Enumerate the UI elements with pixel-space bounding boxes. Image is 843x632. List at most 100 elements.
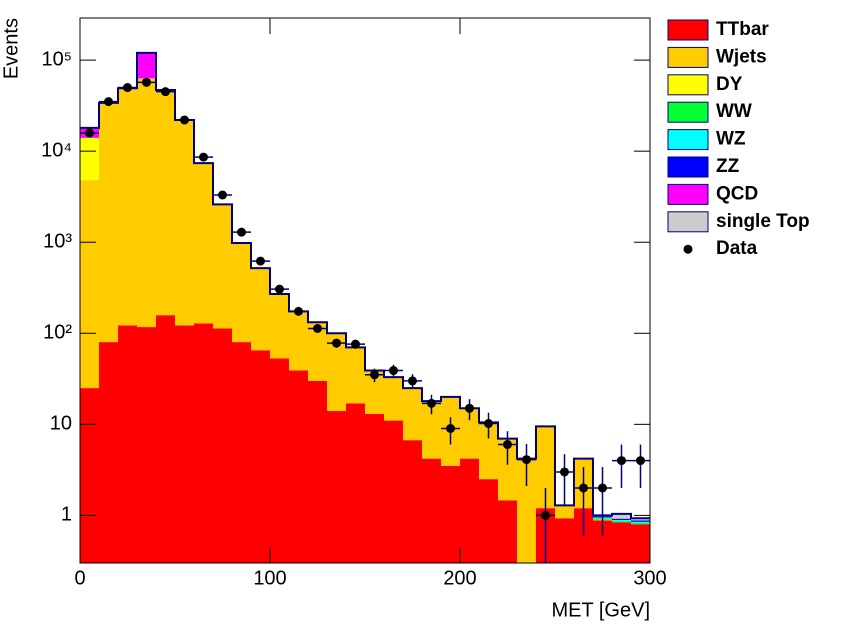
histogram-bar [80, 137, 99, 181]
histogram-bar [156, 315, 175, 563]
data-point [104, 97, 113, 107]
data-point [522, 455, 531, 465]
histogram-bar [270, 293, 289, 359]
histogram-bar [612, 513, 631, 519]
y-tick-label: 10 [50, 413, 72, 435]
x-tick-label: 0 [74, 567, 85, 589]
histogram-bar [289, 311, 308, 371]
histogram-bar [327, 411, 346, 563]
histogram-bar [498, 438, 517, 501]
histogram-bar [80, 180, 99, 389]
data-point [465, 403, 474, 413]
histogram-bar [555, 505, 574, 519]
histogram-bar [137, 78, 156, 328]
data-point [636, 456, 645, 466]
y-tick-label: 10⁴ [41, 139, 72, 161]
histogram-bar [232, 243, 251, 343]
histogram-bar [631, 524, 650, 563]
histogram-bar [137, 52, 156, 79]
histogram-bar [118, 88, 137, 326]
histogram-bar [612, 518, 631, 520]
legend-label: single Top [716, 211, 810, 232]
histogram-bar [327, 333, 346, 412]
data-point [351, 339, 360, 349]
legend-label: QCD [716, 183, 758, 204]
histogram-bar [517, 458, 536, 563]
data-point [142, 77, 151, 87]
data-point [275, 284, 284, 294]
histogram-bar [118, 325, 137, 563]
data-point [541, 510, 550, 520]
legend-label: Wjets [716, 46, 767, 67]
data-point [218, 190, 227, 200]
histogram-bar [631, 522, 650, 525]
x-tick-label: 300 [633, 567, 666, 589]
histogram-bar [555, 518, 574, 563]
data-point [560, 467, 569, 477]
histogram-bar [346, 347, 365, 404]
data-point [332, 338, 341, 348]
histogram-bar [308, 322, 327, 381]
histogram-bar [365, 370, 384, 414]
data-point [123, 83, 132, 93]
data-point [617, 456, 626, 466]
x-axis-label: MET [GeV] [551, 599, 650, 621]
histogram-bar [422, 401, 441, 459]
histogram-bar [631, 518, 650, 521]
histogram-bar [536, 426, 555, 509]
data-point [199, 152, 208, 162]
histogram-bar [479, 422, 498, 480]
legend-label: WZ [716, 129, 746, 150]
y-tick-label: 10³ [43, 230, 72, 252]
legend-swatch [667, 101, 709, 123]
legend-swatch [667, 46, 709, 68]
histogram-bar [137, 327, 156, 563]
data-point [370, 370, 379, 380]
data-point [237, 227, 246, 237]
legend-swatch [667, 74, 709, 96]
data-point [294, 306, 303, 316]
data-point [161, 87, 170, 97]
histogram-bar [631, 520, 650, 522]
histogram-bar [384, 377, 403, 421]
data-point [256, 256, 265, 266]
data-point [484, 419, 493, 429]
data-point [313, 323, 322, 333]
histogram-bar [80, 388, 99, 563]
data-point [579, 483, 588, 493]
data-point [389, 366, 398, 376]
histogram-bar [175, 325, 194, 563]
histogram-bar [612, 520, 631, 523]
histogram-bar [99, 102, 118, 343]
legend-label: WW [716, 101, 752, 122]
histogram-bar [156, 89, 175, 316]
histogram-bar [365, 413, 384, 563]
histogram-bar [612, 522, 631, 563]
histogram-bar [593, 520, 612, 563]
histogram-bar [289, 370, 308, 563]
y-tick-label: 10⁵ [41, 48, 72, 70]
data-point [598, 483, 607, 493]
histogram-bar [99, 342, 118, 563]
data-point [503, 440, 512, 450]
legend-swatch [667, 183, 709, 205]
stack-outline [80, 51, 650, 520]
legend-swatch [667, 211, 709, 233]
data-point [408, 376, 417, 386]
plot-frame [79, 17, 651, 564]
histogram-bar [612, 519, 631, 521]
histogram-bar [175, 119, 194, 326]
legend-label: TTbar [716, 19, 769, 40]
histogram-bar [460, 458, 479, 563]
y-axis-label: Events [0, 18, 22, 79]
data-point [446, 423, 455, 433]
y-tick-label: 10² [43, 322, 72, 344]
data-point [180, 115, 189, 125]
histogram-bar [308, 380, 327, 563]
histogram-bar [498, 500, 517, 563]
histogram-bar [422, 458, 441, 563]
histogram-bar [232, 342, 251, 563]
histogram-bar [631, 521, 650, 523]
histogram-bar [213, 328, 232, 563]
histogram-bar [460, 408, 479, 459]
